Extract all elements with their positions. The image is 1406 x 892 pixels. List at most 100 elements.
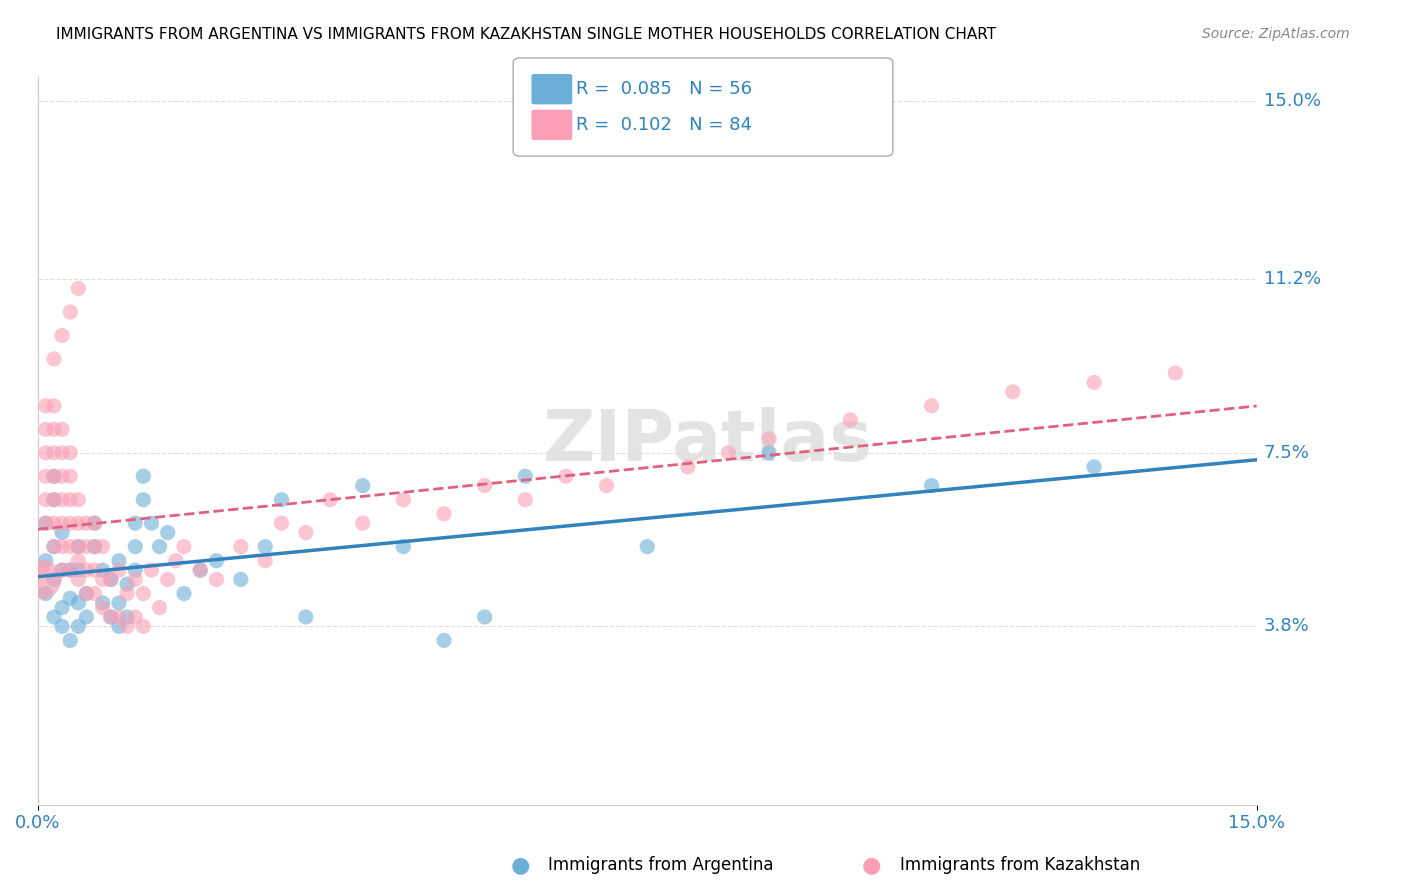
Point <box>35 492 58 507</box>
Point <box>433 633 456 648</box>
Point <box>100 573 122 587</box>
Point <box>717 446 740 460</box>
Point <box>91 540 114 554</box>
Point <box>42 540 65 554</box>
Point <box>758 432 780 446</box>
Point <box>75 586 97 600</box>
Point <box>132 492 155 507</box>
Point <box>270 492 292 507</box>
Point <box>51 619 73 633</box>
Point <box>108 554 131 568</box>
Point <box>51 328 73 343</box>
Point <box>515 469 537 483</box>
Point <box>51 422 73 436</box>
Point <box>254 554 277 568</box>
Point <box>188 563 211 577</box>
Point <box>42 540 65 554</box>
Point <box>433 507 456 521</box>
Point <box>141 516 163 531</box>
Point <box>35 586 58 600</box>
Point <box>91 573 114 587</box>
Point <box>67 516 90 531</box>
Point <box>35 554 58 568</box>
Point <box>67 554 90 568</box>
Point <box>59 492 82 507</box>
Point <box>108 610 131 624</box>
Text: 15.0%: 15.0% <box>1264 92 1320 110</box>
Point <box>839 413 862 427</box>
Point <box>124 610 146 624</box>
Point <box>115 610 138 624</box>
Point <box>51 540 73 554</box>
Text: ●: ● <box>862 855 882 875</box>
Point <box>35 516 58 531</box>
Point <box>676 459 699 474</box>
Point <box>75 563 97 577</box>
Point <box>921 478 943 492</box>
Point <box>83 516 105 531</box>
Text: ●: ● <box>510 855 530 875</box>
Point <box>132 469 155 483</box>
Text: Immigrants from Argentina: Immigrants from Argentina <box>548 856 773 874</box>
Point <box>100 610 122 624</box>
Point <box>352 478 374 492</box>
Point <box>42 469 65 483</box>
Point <box>75 586 97 600</box>
Point <box>67 619 90 633</box>
Point <box>91 596 114 610</box>
Text: 11.2%: 11.2% <box>1264 270 1320 288</box>
Point <box>83 586 105 600</box>
Point <box>42 492 65 507</box>
Point <box>392 540 415 554</box>
Point <box>156 525 179 540</box>
Point <box>141 563 163 577</box>
Text: R =  0.102   N = 84: R = 0.102 N = 84 <box>576 116 752 134</box>
Point <box>1001 384 1024 399</box>
Point <box>59 305 82 319</box>
Point <box>75 540 97 554</box>
Point <box>75 516 97 531</box>
Text: IMMIGRANTS FROM ARGENTINA VS IMMIGRANTS FROM KAZAKHSTAN SINGLE MOTHER HOUSEHOLDS: IMMIGRANTS FROM ARGENTINA VS IMMIGRANTS … <box>56 27 997 42</box>
Point <box>132 586 155 600</box>
Point <box>758 446 780 460</box>
Point <box>42 351 65 366</box>
Point <box>1083 459 1105 474</box>
Point <box>67 540 90 554</box>
Point <box>229 540 252 554</box>
Point <box>75 610 97 624</box>
Point <box>51 563 73 577</box>
Point <box>165 554 187 568</box>
Point <box>173 586 195 600</box>
Point <box>42 446 65 460</box>
Point <box>319 492 342 507</box>
Point <box>392 492 415 507</box>
Point <box>67 563 90 577</box>
Point <box>205 554 228 568</box>
Point <box>554 469 576 483</box>
Point <box>1083 376 1105 390</box>
Text: R =  0.085   N = 56: R = 0.085 N = 56 <box>576 80 752 98</box>
Point <box>42 492 65 507</box>
Text: Source: ZipAtlas.com: Source: ZipAtlas.com <box>1202 27 1350 41</box>
Point <box>35 516 58 531</box>
Point <box>83 540 105 554</box>
Point <box>59 563 82 577</box>
Point <box>91 563 114 577</box>
Point <box>124 516 146 531</box>
Point <box>229 573 252 587</box>
Text: 7.5%: 7.5% <box>1264 444 1309 462</box>
Point <box>921 399 943 413</box>
Text: ZIPatlas: ZIPatlas <box>543 407 873 475</box>
Point <box>51 469 73 483</box>
Point <box>83 540 105 554</box>
Point <box>35 446 58 460</box>
Point <box>474 610 496 624</box>
Point <box>352 516 374 531</box>
Point <box>83 563 105 577</box>
Point <box>108 619 131 633</box>
Point <box>51 600 73 615</box>
Point <box>115 586 138 600</box>
Point <box>51 516 73 531</box>
Point <box>42 422 65 436</box>
Point <box>100 573 122 587</box>
